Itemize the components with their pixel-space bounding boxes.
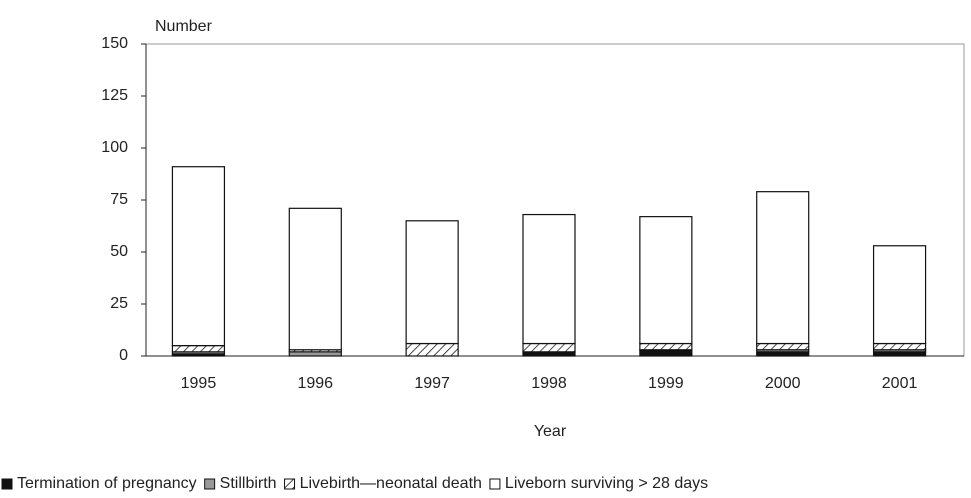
legend-label: Stillbirth [220, 475, 277, 492]
legend-label: Termination of pregnancy [17, 475, 197, 492]
bar-segment [288, 207, 342, 351]
legend-swatch [284, 478, 296, 490]
x-tick-label: 1998 [531, 375, 567, 392]
y-tick-label: 150 [101, 35, 128, 52]
bar-segment [756, 351, 810, 357]
y-tick-label: 0 [119, 347, 128, 364]
bar-segment [756, 191, 810, 345]
y-tick-label: 125 [101, 87, 128, 104]
bar-segment [288, 351, 342, 357]
x-tick-label: 1997 [414, 375, 450, 392]
y-tick-label: 100 [101, 139, 128, 156]
bar-segment [872, 342, 927, 351]
bar-segment [522, 351, 576, 357]
x-tick-label: 1996 [297, 375, 333, 392]
bar-segment [872, 245, 927, 345]
bar-segment [405, 220, 459, 345]
bar-segment [639, 349, 693, 357]
bar-segment [171, 166, 226, 347]
x-tick-label: 2000 [765, 375, 801, 392]
legend-swatch [1, 478, 13, 490]
bar-segment [522, 213, 576, 345]
bar-segment [522, 342, 576, 353]
legend-swatch [489, 478, 501, 490]
x-tick-label: 2001 [882, 375, 918, 392]
x-tick-label: 1999 [648, 375, 684, 392]
bar-segment [171, 345, 226, 353]
x-axis-label: Year [534, 423, 567, 440]
y-tick-label: 50 [110, 243, 128, 260]
legend-swatch [204, 478, 216, 490]
y-tick-label: 25 [110, 295, 128, 312]
bar-segment [405, 342, 459, 357]
legend-label: Livebirth—neonatal death [300, 475, 482, 492]
y-axis-label: Number [155, 18, 213, 35]
bar-segment [639, 216, 693, 345]
bar-segment [756, 342, 810, 351]
x-tick-label: 1995 [181, 375, 217, 392]
legend-label: Liveborn surviving > 28 days [505, 475, 708, 492]
bar-segment [639, 342, 693, 351]
bar-segment [872, 351, 927, 357]
y-tick-label: 75 [110, 191, 128, 208]
